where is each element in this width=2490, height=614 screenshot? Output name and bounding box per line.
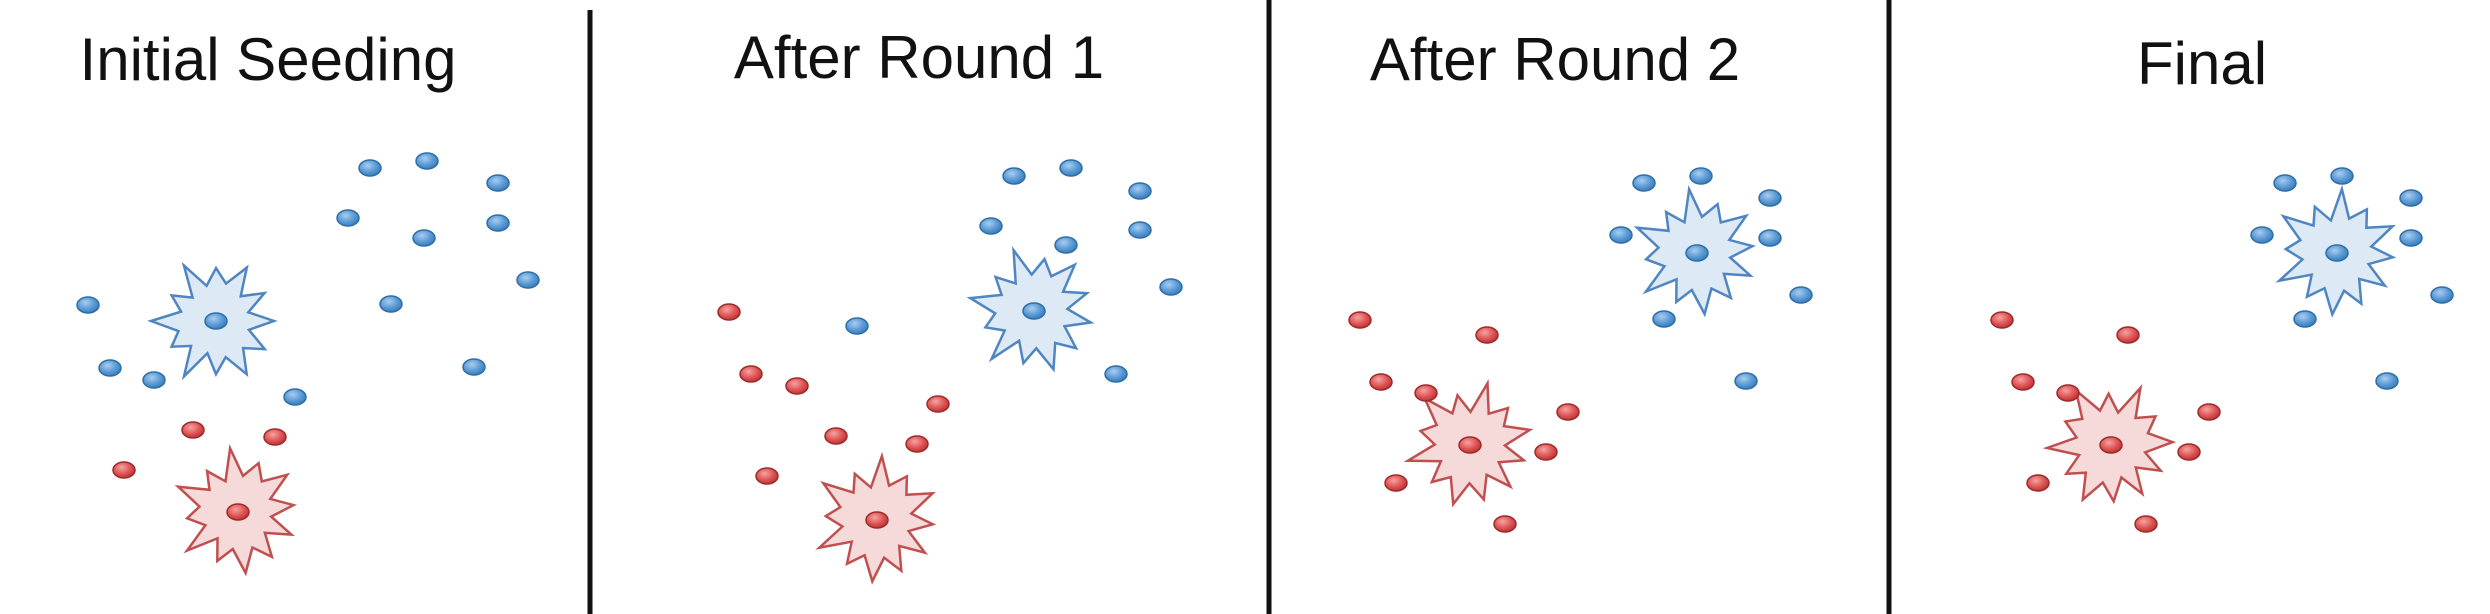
data-point-blue <box>142 371 166 389</box>
centroid-point-red <box>1458 436 1482 454</box>
data-point-blue <box>1104 365 1128 383</box>
data-point-red <box>926 395 950 413</box>
data-point-blue <box>2250 226 2274 244</box>
data-point-red <box>2116 326 2140 344</box>
data-point-blue <box>1609 226 1633 244</box>
data-point-red <box>1534 443 1558 461</box>
data-point-red <box>2056 384 2080 402</box>
data-point-red <box>1556 403 1580 421</box>
data-point-blue <box>1002 167 1026 185</box>
data-point-red <box>755 467 779 485</box>
data-point-red <box>2026 474 2050 492</box>
centroid-point-blue <box>1685 244 1709 262</box>
data-point-blue <box>2430 286 2454 304</box>
data-point-red <box>181 421 205 439</box>
data-point-red <box>2134 515 2158 533</box>
data-point-blue <box>979 217 1003 235</box>
data-point-blue <box>1689 167 1713 185</box>
data-point-red <box>1990 311 2014 329</box>
data-point-blue <box>845 317 869 335</box>
data-point-red <box>1414 384 1438 402</box>
data-point-blue <box>486 174 510 192</box>
data-point-blue <box>1652 310 1676 328</box>
centroid-point-blue <box>204 312 228 330</box>
centroid-point-blue <box>1022 302 1046 320</box>
data-point-blue <box>98 359 122 377</box>
data-point-red <box>2197 403 2221 421</box>
data-point-red <box>785 377 809 395</box>
data-point-blue <box>1059 159 1083 177</box>
data-point-red <box>1369 373 1393 391</box>
data-point-blue <box>76 296 100 314</box>
data-point-blue <box>1789 286 1813 304</box>
data-point-blue <box>1758 229 1782 247</box>
data-point-blue <box>379 295 403 313</box>
data-point-red <box>2177 443 2201 461</box>
data-point-blue <box>2375 372 2399 390</box>
data-point-blue <box>412 229 436 247</box>
data-point-blue <box>1632 174 1656 192</box>
data-point-blue <box>1758 189 1782 207</box>
data-point-red <box>263 428 287 446</box>
data-point-red <box>824 427 848 445</box>
panel-title-after-round-2: After Round 2 <box>1370 26 1740 93</box>
data-point-blue <box>1054 236 1078 254</box>
data-point-blue <box>1128 182 1152 200</box>
data-point-blue <box>358 159 382 177</box>
data-point-blue <box>1128 221 1152 239</box>
centroid-point-red <box>226 503 250 521</box>
data-point-red <box>1475 326 1499 344</box>
data-point-red <box>1384 474 1408 492</box>
data-point-blue <box>283 388 307 406</box>
data-point-blue <box>336 209 360 227</box>
data-point-red <box>905 435 929 453</box>
data-point-blue <box>2399 189 2423 207</box>
data-point-red <box>717 303 741 321</box>
data-point-blue <box>1159 278 1183 296</box>
data-point-red <box>739 365 763 383</box>
data-point-blue <box>462 358 486 376</box>
centroid-point-red <box>2099 436 2123 454</box>
centroid-point-red <box>865 511 889 529</box>
centroid-point-blue <box>2325 244 2349 262</box>
data-point-blue <box>516 271 540 289</box>
data-point-red <box>2011 373 2035 391</box>
data-point-red <box>1348 311 1372 329</box>
diagram-marks <box>76 152 2454 585</box>
panel-title-after-round-1: After Round 1 <box>734 24 1104 91</box>
data-point-blue <box>1734 372 1758 390</box>
data-point-blue <box>486 214 510 232</box>
data-point-blue <box>2293 310 2317 328</box>
data-point-blue <box>2330 167 2354 185</box>
data-point-blue <box>2273 174 2297 192</box>
data-point-red <box>112 461 136 479</box>
data-point-red <box>1493 515 1517 533</box>
panel-title-initial-seeding: Initial Seeding <box>80 26 457 93</box>
panel-title-final: Final <box>2137 30 2267 97</box>
data-point-blue <box>2399 229 2423 247</box>
data-point-blue <box>415 152 439 170</box>
